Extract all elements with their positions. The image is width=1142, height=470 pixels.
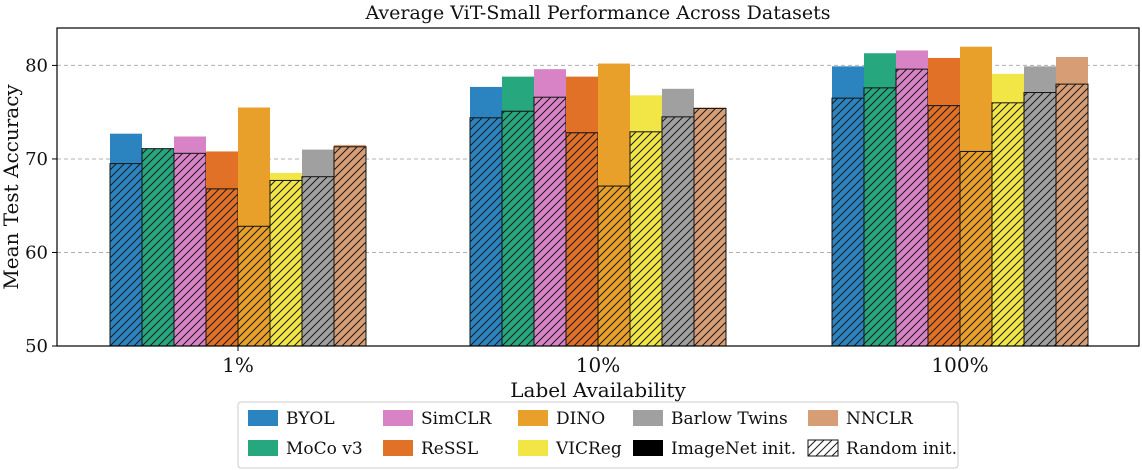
bar-random-hatch-dino-1 [238, 226, 270, 346]
legend-label-nnclr: NNCLR [846, 409, 914, 429]
legend-swatch-barlow-twins [633, 410, 663, 426]
bar-random-hatch-simclr-10 [534, 97, 566, 346]
bar-random-hatch-nnclr-100 [1056, 84, 1088, 346]
bar-random-hatch-moco-v3-10 [502, 111, 534, 346]
legend-swatch-ressl [383, 440, 413, 456]
bar-random-hatch-ressl-1 [206, 188, 238, 346]
legend-label-simclr: SimCLR [421, 409, 492, 429]
y-tick-label-70: 70 [25, 149, 48, 170]
y-axis-label: Mean Test Accuracy [0, 84, 23, 290]
bar-random-hatch-nnclr-10 [694, 108, 726, 346]
legend-label-moco-v3: MoCo v3 [286, 439, 363, 459]
legend-label-dino: DINO [556, 409, 605, 429]
legend-swatch-nnclr [808, 410, 838, 426]
bar-random-hatch-vicreg-100 [992, 102, 1024, 346]
bar-random-hatch-nnclr-1 [334, 146, 366, 346]
legend-swatch-dino [518, 410, 548, 426]
legend-label-vicreg: VICReg [555, 439, 622, 459]
x-tick-label-1: 1% [222, 353, 254, 377]
bar-random-hatch-dino-10 [598, 186, 630, 346]
bars [109, 46, 1089, 347]
legend-frame [237, 401, 959, 469]
x-tick-label-100: 100% [931, 353, 988, 377]
x-tick-label-10: 10% [576, 353, 620, 377]
bar-random-hatch-barlow-twins-10 [662, 116, 694, 347]
bar-random-hatch-barlow-twins-1 [302, 176, 334, 346]
y-ticks: 50 60 70 80 [25, 55, 57, 357]
legend-swatch-moco-v3 [248, 440, 278, 456]
x-ticks: 1% 10% 100% [222, 346, 989, 377]
y-tick-label-80: 80 [25, 55, 48, 76]
y-tick-label-60: 60 [25, 242, 48, 263]
bar-random-hatch-vicreg-1 [270, 180, 302, 346]
legend-label-imagenet-init: ImageNet init. [671, 439, 796, 459]
bar-random-hatch-ressl-10 [566, 132, 598, 346]
legend-swatch-byol [248, 410, 278, 426]
legend-swatch-imagenet-init [633, 440, 663, 456]
legend: BYOL SimCLR DINO Barlow Twins NNCLR MoCo v3 Re… [237, 401, 959, 469]
chart-title: Average ViT-Small Performance Across Dat… [364, 2, 830, 24]
bar-random-hatch-simclr-1 [174, 153, 206, 346]
legend-swatch-hatch-random-init [808, 440, 838, 456]
legend-swatch-simclr [383, 410, 413, 426]
bar-random-hatch-vicreg-10 [630, 131, 662, 346]
x-axis-label: Label Availability [510, 378, 686, 402]
legend-swatch-vicreg [518, 440, 548, 456]
bar-random-hatch-ressl-100 [928, 105, 960, 346]
bar-random-hatch-byol-1 [110, 163, 142, 346]
bar-random-hatch-barlow-twins-100 [1024, 92, 1056, 346]
y-tick-label-50: 50 [25, 336, 48, 357]
bar-random-hatch-dino-100 [960, 151, 992, 346]
legend-label-barlow-twins: Barlow Twins [671, 409, 788, 429]
bar-random-hatch-byol-100 [832, 98, 864, 346]
legend-label-ressl: ReSSL [421, 439, 478, 459]
legend-label-byol: BYOL [286, 409, 335, 429]
legend-label-random-init: Random init. [846, 439, 957, 459]
bar-random-hatch-moco-v3-1 [142, 148, 174, 346]
bar-random-hatch-simclr-100 [896, 69, 928, 346]
bar-random-hatch-byol-10 [470, 117, 502, 346]
bar-random-hatch-moco-v3-100 [864, 87, 896, 346]
